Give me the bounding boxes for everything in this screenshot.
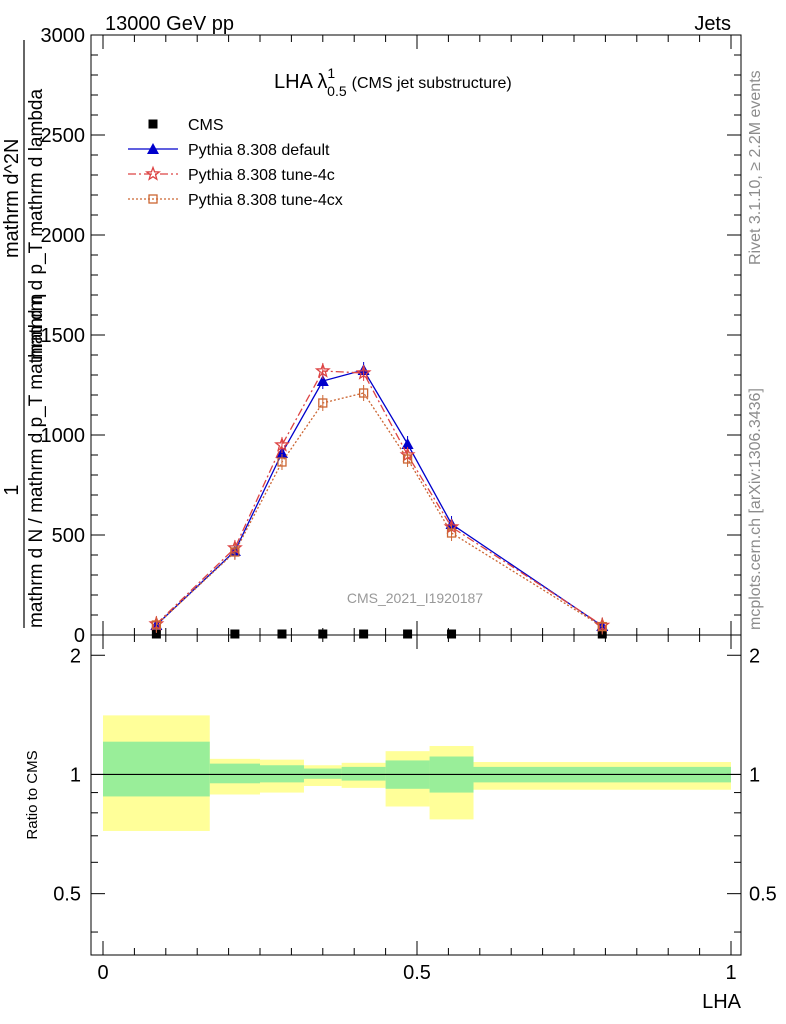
legend-label: Pythia 8.308 tune-4cx [188,192,343,209]
stat-uncertainty-band [260,765,304,783]
legend: CMS Pythia 8.308 default Pythia 8.308 tune… [128,117,343,209]
legend-item: Pythia 8.308 tune-4cx [128,192,343,209]
main-y-axis: 0 500 1000 1500 2000 2500 3000 [41,25,741,647]
stat-uncertainty-band [341,766,386,781]
legend-item: Pythia 8.308 tune-4c [128,165,335,184]
ratio-x-axis: 0 0.5 1 [97,635,737,984]
ratio-y-tick-label: 0.5 [53,884,81,906]
data-point [597,621,607,632]
series-line [155,369,603,627]
ratio-x-tick-label: 0.5 [403,962,431,984]
ratio-y-tick-label-right: 1 [749,764,760,786]
header-process-label: Jets [694,13,731,35]
data-point [359,629,369,639]
series-line [155,370,603,626]
main-y-label: 1 mathrm d N / mathrm d p_T mathrm d η m… [1,40,47,628]
data-point [355,364,372,380]
analysis-watermark: CMS_2021_I1920187 [347,590,483,606]
data-point [274,436,290,452]
legend-marker [145,165,161,181]
title-suffix: (CMS jet substructure) [352,75,512,92]
data-point [447,629,457,639]
main-y-tick-label: 0 [74,625,85,647]
header-energy-label: 13000 GeV pp [105,13,234,35]
series-line [155,392,603,628]
data-point [277,457,287,467]
y-label-denominator: mathrm d N / mathrm d p_T mathrm d η [26,294,47,628]
title-superscript: 1 [327,65,335,81]
ratio-y-tick-label: 1 [70,764,81,786]
stat-uncertainty-band [103,741,210,797]
rivet-version-label: Rivet 3.1.10, ≥ 2.2M events [747,70,764,265]
legend-marker [147,143,159,154]
ratio-plot-frame [90,634,742,956]
data-point [316,375,329,386]
main-y-tick-label: 2000 [41,225,86,247]
data-point [318,629,328,639]
legend-item: Pythia 8.308 default [128,142,330,159]
y-label-numerator: 1 [1,484,23,495]
data-point [403,629,413,639]
data-point [446,528,457,538]
main-y-tick-label: 1500 [41,325,86,347]
data-point [314,362,331,378]
data-point [402,454,413,464]
legend-label: Pythia 8.308 tune-4c [188,167,335,184]
ratio-x-tick-label: 1 [725,962,736,984]
title-subscript: 0.5 [327,83,347,99]
legend-item: CMS [148,117,224,134]
legend-label: Pythia 8.308 default [188,142,330,159]
data-point [401,438,414,449]
mcplots-label: mcplots.cern.ch [arXiv:1306.3436] [747,388,764,630]
legend-marker [148,119,158,129]
legend-marker [148,194,158,204]
legend-label: CMS [188,117,224,134]
main-series-group [148,362,611,639]
data-point [277,629,287,639]
ratio-plot: 0.5 0.51 12 2 0 0.5 1 Ratio to CMS LHA [24,634,777,1013]
data-point [318,398,328,408]
ratio-bands [103,715,731,831]
plot-title: LHA λ1 0.5 (CMS jet substructure) [274,65,512,99]
main-y-tick-label: 2500 [41,125,86,147]
data-point [151,620,162,630]
main-y-tick-label: 3000 [41,25,86,47]
data-point [151,629,161,639]
series-cms [151,629,607,639]
stat-uncertainty-band [303,768,342,779]
stat-uncertainty-band [209,763,260,784]
y-label-numerator-2: mathrm d^2N [1,139,23,258]
data-point [358,388,369,398]
series-pythia-8-308-tune-4cx [151,385,607,635]
x-axis-label: LHA [702,991,742,1013]
data-point [230,547,240,557]
ratio-y-tick-label: 2 [70,645,81,667]
ratio-y-label: Ratio to CMS [24,750,41,839]
y-label-denominator-2: mathrm d p_T mathrm d lambda [26,89,47,360]
main-y-tick-label: 500 [52,525,85,547]
ratio-y-tick-label-right: 0.5 [749,884,777,906]
main-y-tick-label: 1000 [41,425,86,447]
ratio-x-tick-label: 0 [97,962,108,984]
data-point [230,629,240,639]
ratio-y-tick-label-right: 2 [749,645,760,667]
ratio-y-axis: 0.5 0.5 1 1 2 2 [53,645,777,933]
main-x-axis-ticks [102,35,732,635]
